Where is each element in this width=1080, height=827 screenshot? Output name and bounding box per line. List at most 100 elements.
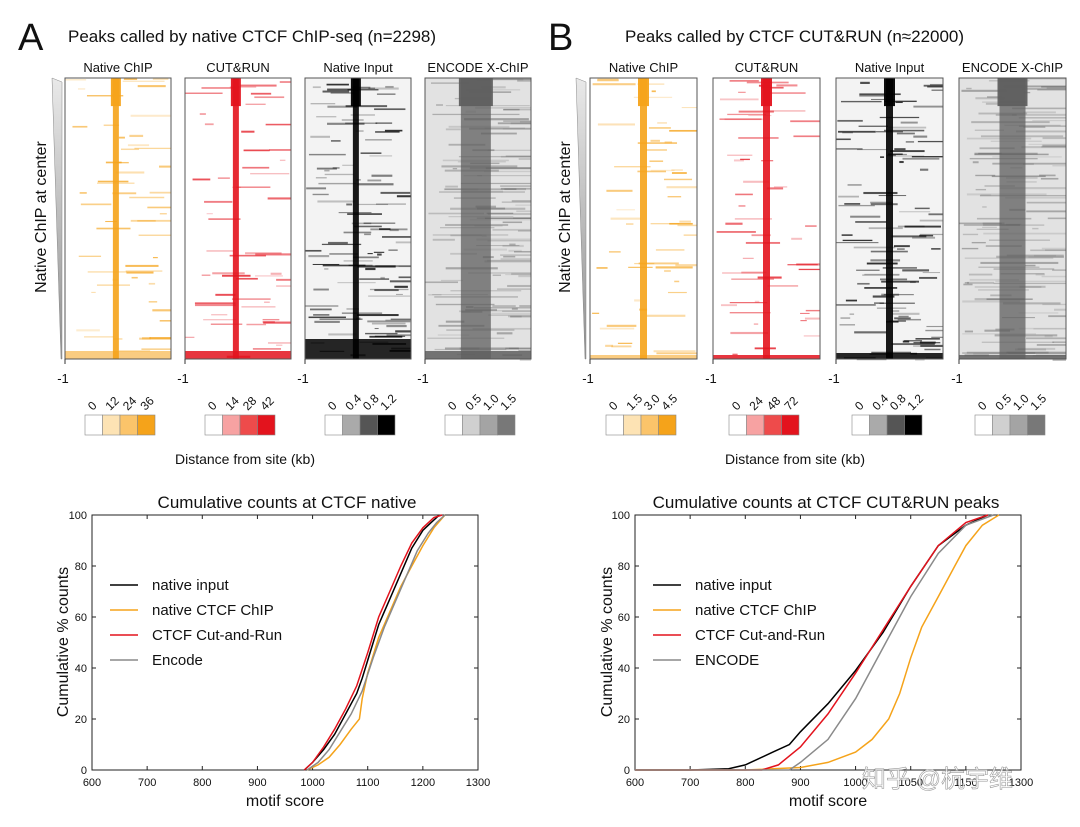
bottom-signal-block: [836, 353, 943, 359]
color-scale-swatch: [239, 414, 258, 436]
color-scale-swatch: [640, 414, 659, 436]
color-scale-label: 1.5: [497, 391, 519, 413]
sort-order-wedge: [51, 77, 63, 360]
y-tick-label: 100: [69, 510, 87, 522]
y-tick-label: 60: [618, 612, 630, 624]
color-scale-swatch: [851, 414, 870, 436]
y-tick-label: 100: [612, 510, 630, 522]
color-scale-swatch: [359, 414, 378, 436]
track-title: Native ChIP: [609, 60, 678, 75]
color-scale-swatch: [886, 414, 905, 436]
panel-letter-a: A: [18, 17, 44, 59]
x-tick-label: 1000: [843, 777, 867, 789]
color-scale-swatch: [992, 414, 1011, 436]
chart-xlabel: motif score: [246, 793, 324, 810]
chart-title-line1: Cumulative counts at CTCF CUT&RUN peaks: [653, 493, 1000, 512]
color-scale-label: 36: [137, 394, 157, 414]
panel-b-ylabel: Native ChIP at center: [557, 140, 574, 292]
legend-label: native input: [152, 577, 230, 594]
color-scale-swatch: [974, 414, 993, 436]
chart-ylabel: Cumulative % counts: [599, 567, 616, 717]
center-signal-band: [232, 78, 239, 359]
legend-label: native CTCF ChIP: [695, 602, 817, 619]
series-line: [635, 514, 1000, 771]
color-scale-swatch: [728, 414, 747, 436]
color-scale-label: 0: [852, 398, 867, 413]
color-scale-swatch: [658, 414, 677, 436]
x-tick-label: 900: [248, 777, 266, 789]
color-scale-label: 0: [205, 398, 220, 413]
color-scale-swatch: [781, 414, 800, 436]
heatmap-frame: [712, 77, 821, 360]
legend: native input native CTCF ChIP CTCF Cut-and…: [653, 577, 825, 669]
color-scale-label: 42: [257, 394, 277, 414]
y-tick-label: 20: [618, 714, 630, 726]
panel-letter-b: B: [548, 17, 573, 59]
x-tick-label: 1150: [954, 777, 978, 789]
y-tick-label: 20: [75, 714, 87, 726]
x-tick-label: 900: [791, 777, 809, 789]
color-scale-label: 1.5: [1027, 391, 1049, 413]
center-signal-band: [112, 78, 119, 359]
legend-label: CTCF Cut-and-Run: [152, 627, 282, 644]
color-scale-swatch: [102, 414, 121, 436]
y-tick-label: 60: [75, 612, 87, 624]
color-scale-swatch: [462, 414, 481, 436]
x-tick-label: -1: [417, 371, 429, 386]
x-tick-label: 600: [83, 777, 101, 789]
panel-a-title: Peaks called by native CTCF ChIP-seq (n=…: [68, 27, 436, 46]
color-scale-label: 1.2: [377, 391, 399, 413]
track-title: ENCODE X-ChIP: [427, 60, 528, 75]
color-scale-swatch: [222, 414, 241, 436]
color-scale-label: 0: [606, 398, 621, 413]
cumulative-chart-native: Cumulative counts at CTCF native peaks m…: [55, 493, 490, 810]
center-signal-band: [352, 78, 359, 359]
cumulative-chart-cutrun: Cumulative counts at CTCF CUT&RUN peaks …: [599, 493, 1033, 810]
y-tick-label: 40: [618, 663, 630, 675]
color-scale: 0 0.51.01.5: [444, 391, 519, 436]
legend-label: native CTCF ChIP: [152, 602, 274, 619]
plot-area: [634, 514, 1022, 771]
heatmap-track: ENCODE X-ChIP-10 0.51.01.5: [951, 60, 1067, 436]
x-tick-label: 1100: [356, 777, 380, 789]
y-tick-label: 40: [75, 663, 87, 675]
series-line: [635, 514, 994, 771]
color-scale-swatch: [444, 414, 463, 436]
series-line: [303, 514, 443, 771]
track-title: Native Input: [855, 60, 925, 75]
color-scale-swatch: [204, 414, 223, 436]
series-line: [635, 514, 989, 771]
x-tick-label: -1: [828, 371, 840, 386]
color-scale: 0 0.40.81.2: [851, 391, 926, 436]
x-tick-label: 1050: [898, 777, 922, 789]
color-scale-label: 0: [85, 398, 100, 413]
legend: native input native CTCF ChIP CTCF Cut-and…: [110, 577, 282, 669]
heatmap-track: ENCODE X-ChIP -1 0 0.51.01.5: [417, 60, 532, 436]
color-scale-swatch: [904, 414, 923, 436]
heatmap-frame: [835, 77, 944, 360]
x-tick-label: -1: [57, 371, 69, 386]
track-title: CUT&RUN: [735, 60, 799, 75]
x-tick-label: -1: [951, 371, 963, 386]
color-scale-swatch: [869, 414, 888, 436]
color-scale-swatch: [479, 414, 498, 436]
track-title: CUT&RUN: [206, 60, 270, 75]
bottom-signal-block: [959, 355, 1066, 359]
color-scale-swatch: [746, 414, 765, 436]
y-tick-label: 80: [618, 561, 630, 573]
x-tick-label: 1200: [411, 777, 435, 789]
series-line: [306, 514, 446, 771]
color-scale-label: 4.5: [658, 391, 680, 413]
center-signal-band: [886, 78, 893, 359]
color-scale-label: 0: [325, 398, 340, 413]
color-scale-swatch: [763, 414, 782, 436]
panel-a-ylabel: Native ChIP at center: [33, 140, 50, 292]
heatmap-track: Native Input -1 0 0.40.81.2: [297, 60, 412, 436]
heatmap-track: Native ChIP-10 1.53.04.5: [582, 60, 698, 436]
plot-area: [91, 514, 479, 771]
bottom-signal-block: [590, 355, 697, 359]
color-scale-swatch: [84, 414, 103, 436]
